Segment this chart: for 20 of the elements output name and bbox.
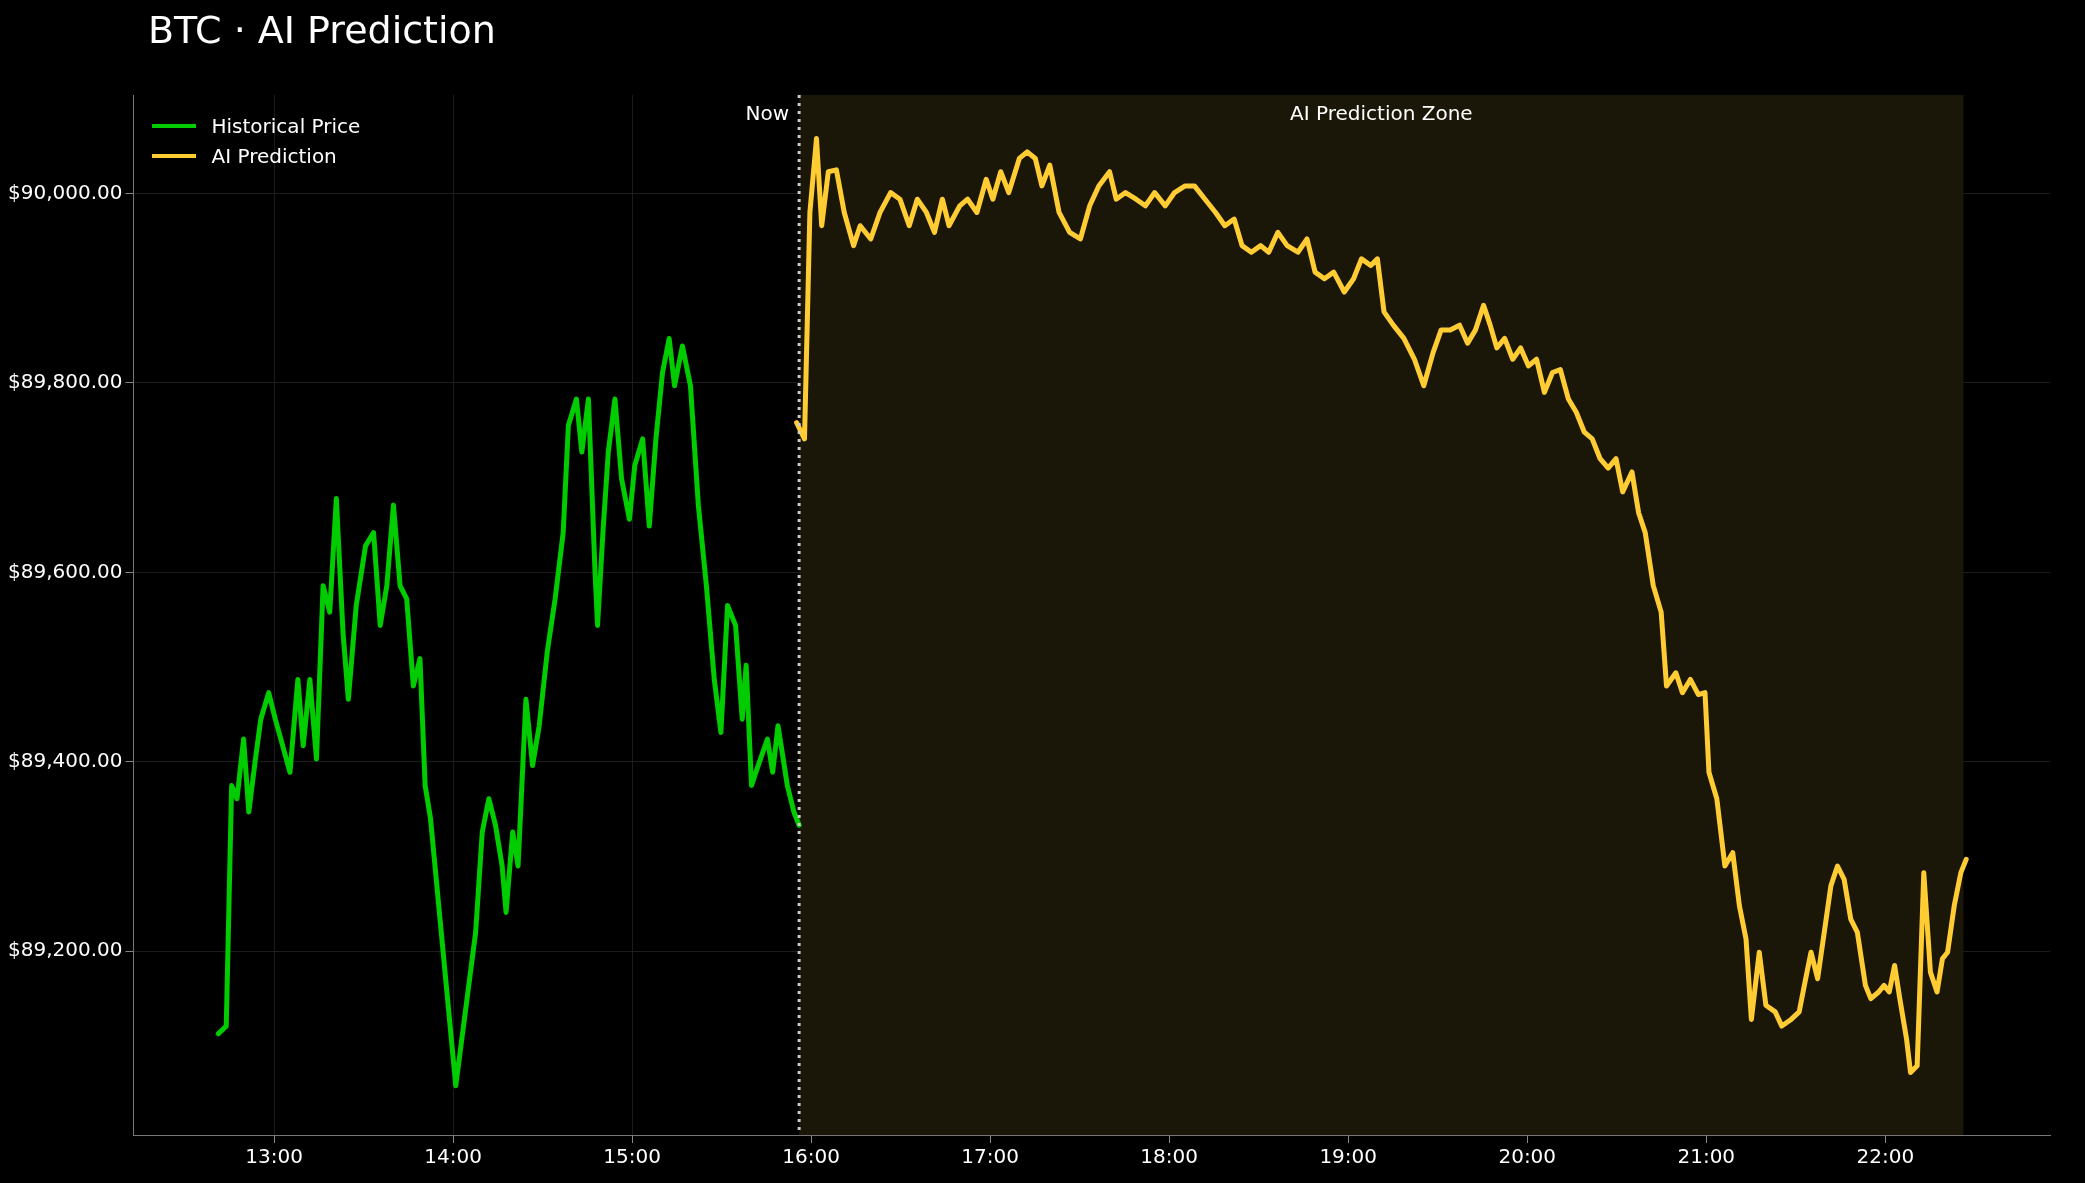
ref-line-label: Now [745, 101, 790, 126]
y-tick-label: $89,400.00 [8, 748, 123, 773]
legend-label: AI Prediction [211, 143, 337, 170]
x-tick-label: 15:00 [603, 1144, 661, 1169]
x-tick-label: 14:00 [424, 1144, 482, 1169]
x-tick-label: 22:00 [1856, 1144, 1915, 1169]
y-tick-label: $89,600.00 [8, 558, 123, 583]
band-label: AI Prediction Zone [1290, 101, 1473, 126]
x-tick-label: 18:00 [1140, 1144, 1199, 1169]
x-tick-label: 20:00 [1498, 1144, 1557, 1169]
y-tick-label: $89,200.00 [8, 937, 123, 962]
y-tick-label: $90,000.00 [8, 179, 123, 204]
x-tick-label: 16:00 [782, 1144, 840, 1169]
x-tick-label: 19:00 [1319, 1144, 1378, 1169]
x-tick-label: 17:00 [961, 1144, 1019, 1169]
legend-label: Historical Price [211, 113, 361, 140]
x-tick-label: 13:00 [245, 1144, 303, 1169]
y-tick-label: $89,800.00 [8, 369, 123, 394]
chart-title: BTC · AI Prediction [148, 8, 496, 52]
x-tick-label: 21:00 [1677, 1144, 1736, 1169]
